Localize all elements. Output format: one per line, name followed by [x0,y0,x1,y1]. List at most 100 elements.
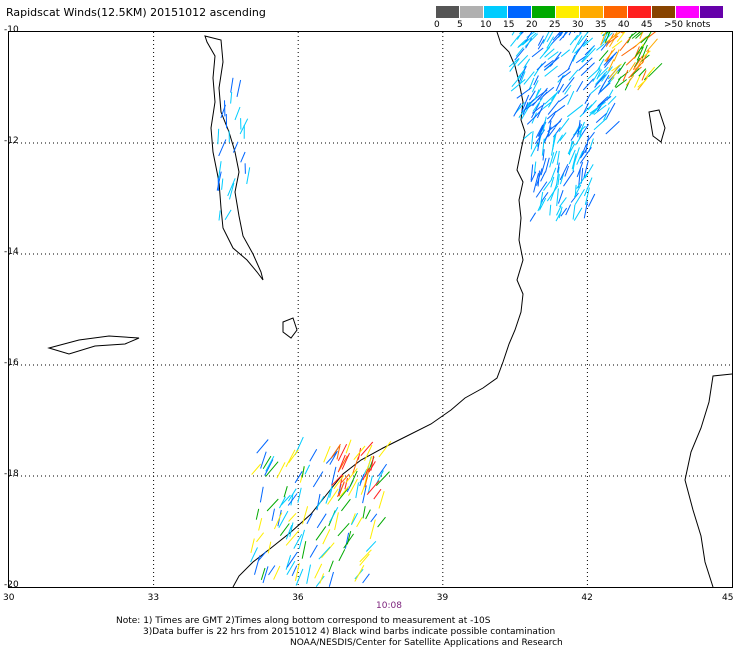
wind-barb [608,64,620,79]
wind-barb [537,39,545,50]
wind-barb [301,540,307,559]
wind-barb [552,32,561,41]
wind-barb [521,102,532,120]
wind-barb [530,131,534,150]
note-line-1: Note: 1) Times are GMT 2)Times along bot… [116,616,491,626]
wind-barb [593,117,608,131]
wind-barb [550,32,563,45]
wind-barb [286,551,298,568]
wind-barb [331,466,337,486]
legend-label: 15 [503,20,515,30]
wind-barb [523,131,533,140]
wind-barb [646,32,657,39]
wind-barb [524,33,539,48]
wind-barb [315,496,325,510]
wind-barb [609,34,618,48]
wind-barb [378,440,392,458]
wind-barb [550,90,560,101]
wind-barb [596,43,605,51]
wind-barb [255,508,260,520]
wind-barb [273,565,281,580]
wind-barb [541,138,545,156]
legend-swatch [700,6,724,18]
wind-barb [597,58,605,71]
wind-barb [273,512,283,530]
wind-barb [522,32,537,46]
wind-barb [543,126,552,144]
legend-swatch [508,6,532,18]
wind-barb [560,207,568,217]
wind-barb [362,573,370,584]
wind-barb [564,165,570,177]
wind-barb [600,32,607,46]
wind-barb [566,104,584,118]
wind-barb [262,455,272,470]
wind-barb [546,32,554,43]
wind-barb [598,82,611,94]
wind-barb [302,506,309,525]
legend-label: 0 [434,20,440,30]
wind-barb [322,529,331,545]
wind-barb [250,547,258,563]
wind-barb [532,97,543,112]
wind-barb [546,185,559,202]
wind-barb [545,157,550,173]
wind-barb [556,205,562,216]
wind-barb [337,488,349,502]
wind-barb [268,565,276,576]
wind-barb [283,486,288,498]
wind-barb [559,197,567,208]
wind-barb [571,155,576,170]
wind-barb [349,470,358,487]
wind-barb [353,445,366,461]
wind-barb [355,482,359,499]
wind-barb [288,512,297,522]
wind-barb [602,32,609,36]
wind-barb [611,63,622,72]
credit-line: NOAA/NESDIS/Center for Satellite Applica… [290,638,563,648]
wind-barb [558,117,570,133]
wind-barb [614,76,622,88]
wind-barb [509,58,520,72]
wind-barb [611,40,623,49]
wind-barb [536,168,543,186]
latitude-label: -12 [4,136,19,146]
wind-barb [537,136,541,152]
wind-barb [613,49,620,62]
wind-barb [576,80,584,93]
wind-barb [316,513,327,529]
latitude-label: -20 [4,580,19,590]
wind-barb [294,562,300,582]
wind-barb [557,174,560,185]
wind-barb [568,32,572,36]
wind-barb [535,124,544,138]
wind-barb [547,100,560,115]
legend-swatch [628,6,652,18]
wind-barb [336,483,345,498]
wind-barb [291,565,298,577]
wind-barb [293,534,303,549]
wind-barb [579,104,593,118]
wind-barb [607,35,619,44]
wind-barb [287,493,298,506]
wind-barb [375,470,384,485]
wind-barb [593,104,607,115]
wind-barb [515,47,524,57]
wind-barb [319,573,325,584]
wind-barb [344,477,348,490]
wind-barb [333,475,345,490]
wind-barb [549,204,552,216]
wind-barb [234,106,241,121]
wind-barb [363,472,369,490]
wind-barb [576,150,584,165]
latitude-label: -16 [4,358,19,368]
wind-barb [533,63,543,77]
wind-barb [634,73,642,88]
wind-barb [364,467,370,488]
wind-barb [572,35,583,53]
wind-barb [543,86,555,97]
wind-barb [301,466,305,478]
wind-barb [581,46,595,63]
wind-barb [641,44,648,59]
wind-barb [641,70,647,81]
